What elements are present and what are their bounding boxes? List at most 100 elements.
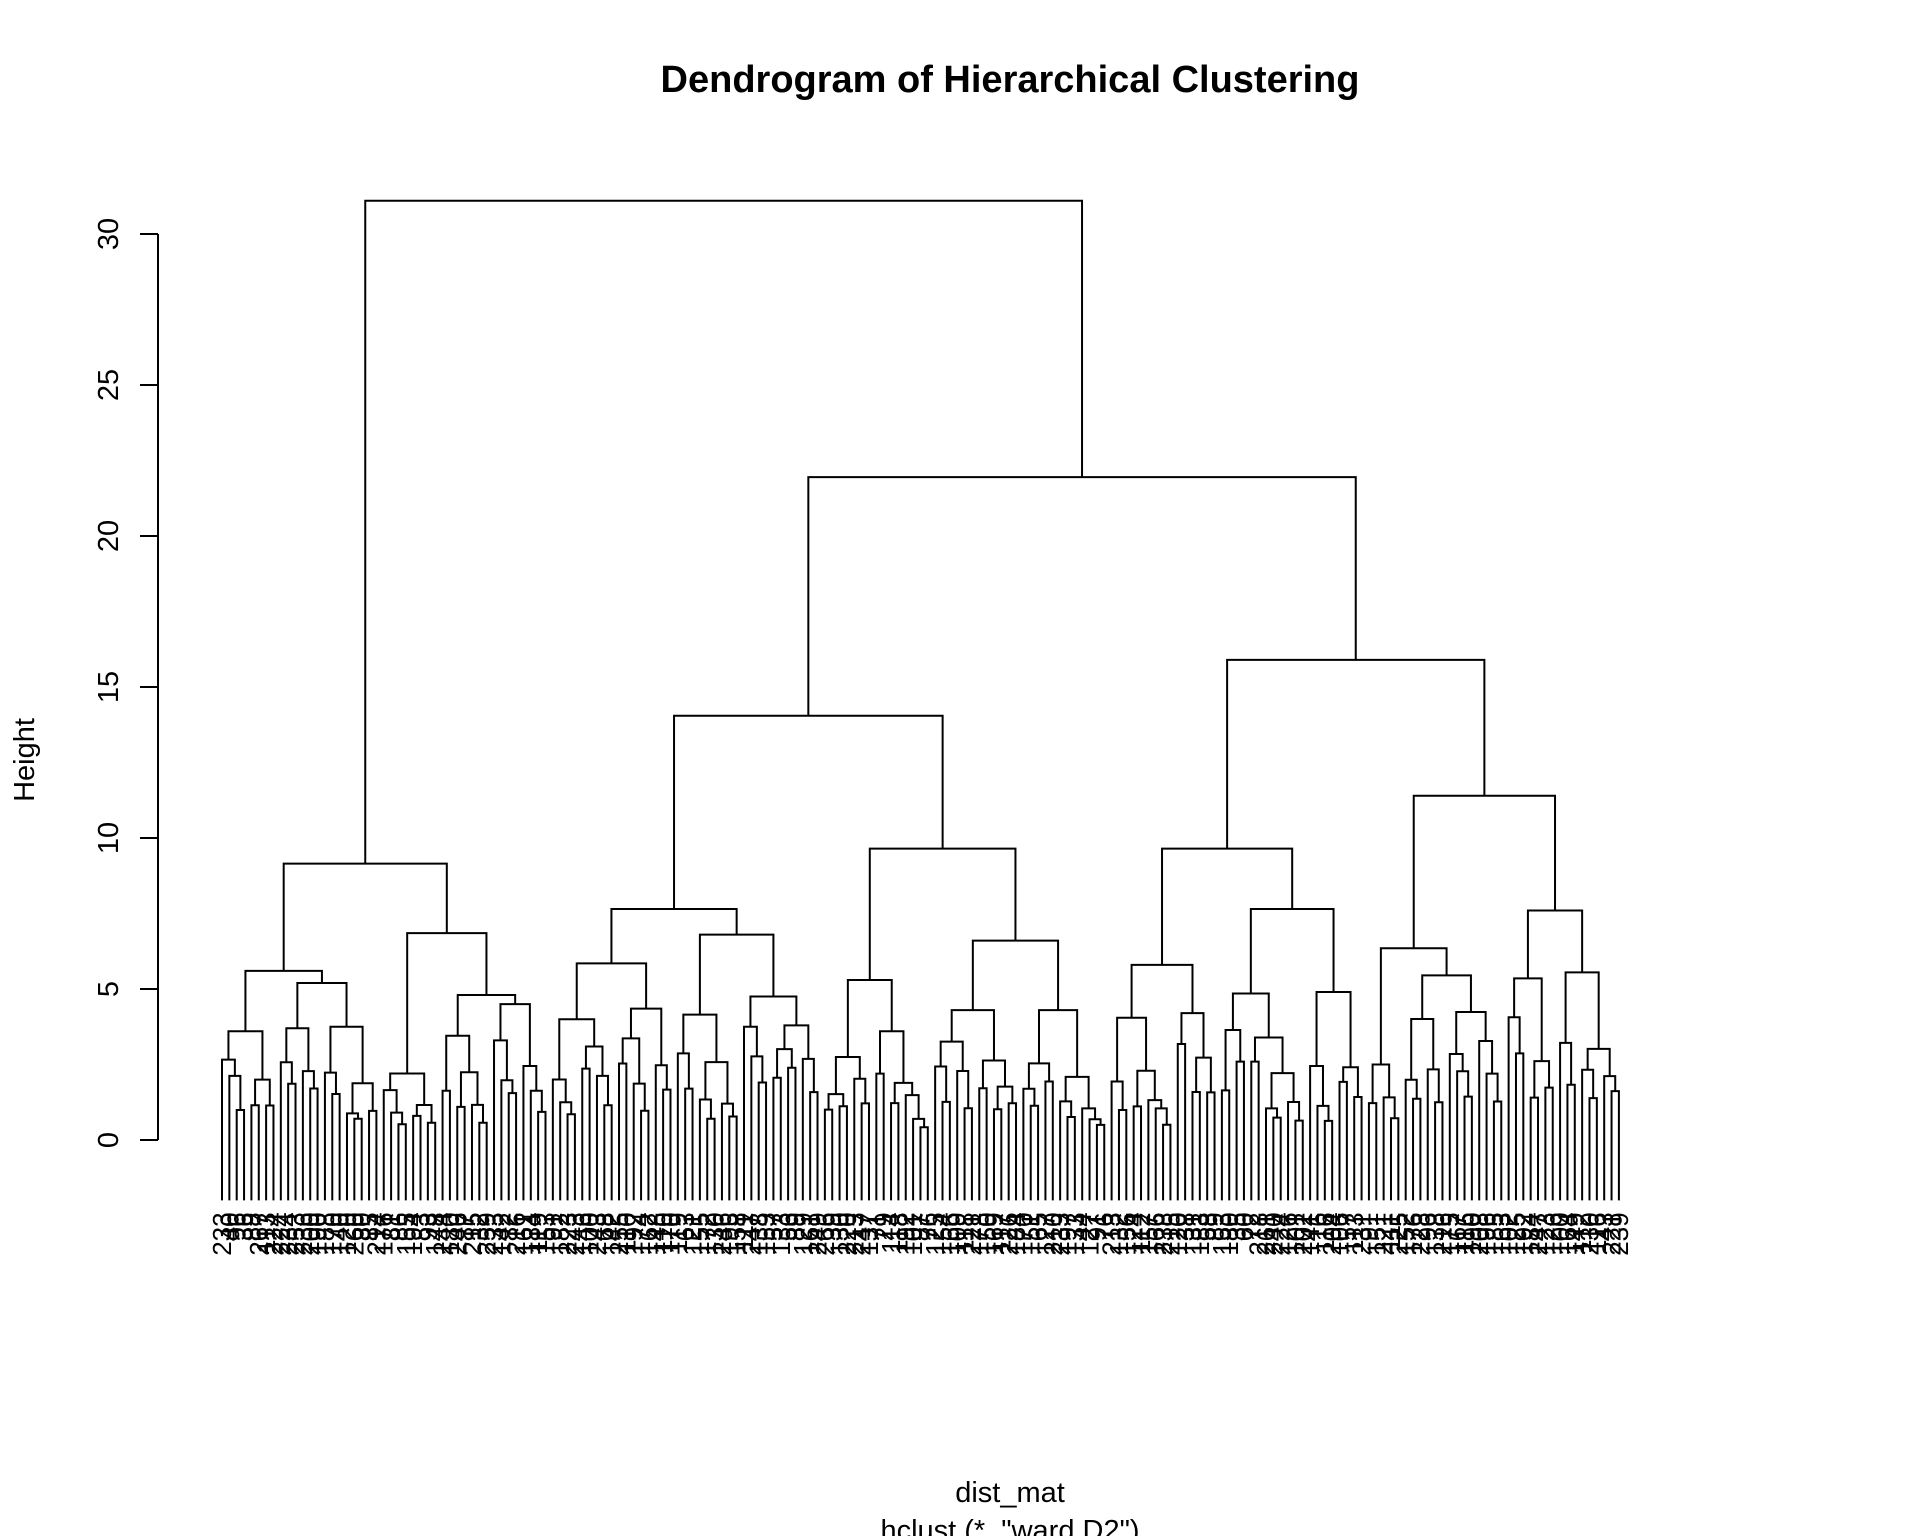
- dendrogram-link: [1528, 910, 1582, 978]
- dendrogram-link: [623, 1038, 640, 1083]
- dendrogram-link: [1112, 1081, 1123, 1200]
- dendrogram-link: [461, 1072, 478, 1107]
- dendrogram-link: [994, 1109, 1001, 1200]
- dendrogram-link: [759, 1083, 766, 1201]
- dendrogram-link: [391, 1113, 402, 1201]
- dendrogram-link: [500, 1004, 529, 1066]
- dendrogram-link: [1156, 1108, 1167, 1200]
- dendrogram-link: [1516, 1053, 1523, 1200]
- dendrogram-link: [288, 1084, 295, 1201]
- dendrogram-link: [1414, 796, 1555, 949]
- leaf-labels: 2334096368826711322422423425323620019018…: [207, 1212, 1634, 1255]
- dendrogram-link: [854, 1079, 865, 1201]
- dendrogram-link: [531, 1091, 542, 1201]
- dendrogram-link: [1097, 1125, 1104, 1201]
- dendrogram-link: [1272, 1073, 1294, 1108]
- dendrogram-link: [1227, 660, 1484, 849]
- y-tick-label: 0: [93, 1132, 125, 1148]
- dendrogram-link: [509, 1093, 516, 1200]
- dendrogram-link: [1251, 909, 1334, 994]
- dendrogram-link: [353, 1083, 373, 1113]
- dendrogram-link: [1531, 1098, 1538, 1201]
- dendrogram-link: [973, 941, 1058, 1010]
- dendrogram-link: [604, 1105, 611, 1200]
- dendrogram-link: [538, 1112, 545, 1200]
- dendrogram-link: [1317, 992, 1351, 1067]
- dendrogram-link: [501, 1080, 512, 1200]
- dendrogram-link: [284, 864, 447, 971]
- dendrogram-link: [1509, 1017, 1520, 1200]
- dendrogram-link: [479, 1123, 486, 1201]
- dendrogram-link: [829, 1094, 844, 1110]
- dendrogram-link: [428, 1123, 435, 1201]
- dendrogram-link: [443, 1091, 450, 1201]
- dendrogram-link: [784, 1025, 808, 1059]
- dendrogram-link: [656, 1065, 667, 1200]
- dendrogram-link: [619, 1063, 626, 1200]
- dendrogram-link: [325, 1073, 336, 1201]
- dendrogram-link: [457, 1107, 464, 1201]
- dendrogram-link: [365, 201, 1082, 864]
- dendrogram-link: [808, 477, 1355, 716]
- y-axis: 0 5 10 15 20 25 30: [93, 218, 158, 1148]
- dendrogram-link: [1545, 1088, 1552, 1201]
- dendrogram-link: [641, 1111, 648, 1201]
- dendrogram-link: [935, 1067, 946, 1201]
- dendrogram-link: [1031, 1106, 1038, 1201]
- dendrogram-link: [1117, 1018, 1146, 1082]
- dendrogram-link: [1090, 1119, 1101, 1200]
- dendrogram-link: [998, 1087, 1013, 1110]
- dendrogram-link: [237, 1110, 244, 1200]
- y-tick-label: 30: [93, 218, 125, 250]
- dendrogram-link: [286, 1028, 308, 1071]
- dendrogram-link: [1435, 1102, 1442, 1200]
- dendrogram-link: [788, 1068, 795, 1201]
- dendrogram-link: [848, 980, 892, 1057]
- dendrogram-link: [1288, 1102, 1299, 1200]
- dendrogram-link: [1251, 1062, 1258, 1201]
- dendrogram-link: [1207, 1092, 1214, 1200]
- dendrogram-link: [979, 1088, 986, 1200]
- dendrogram-link: [965, 1108, 972, 1200]
- dendrogram-link: [1067, 1117, 1074, 1200]
- dendrogram-link: [773, 1078, 780, 1201]
- y-tick-label: 15: [93, 671, 125, 703]
- y-tick-label: 25: [93, 369, 125, 401]
- dendrogram-link: [920, 1127, 927, 1200]
- dendrogram-link: [1039, 1010, 1077, 1077]
- dendrogram-link: [332, 1094, 339, 1200]
- y-tick-label: 5: [93, 981, 125, 997]
- dendrogram-link: [1192, 1092, 1199, 1200]
- dendrogram-link: [707, 1119, 714, 1201]
- dendrogram-link: [1066, 1077, 1089, 1109]
- dendrogram-link: [685, 1089, 692, 1201]
- y-tick-label: 10: [93, 822, 125, 854]
- dendrogram-link: [1612, 1091, 1619, 1200]
- dendrogram-link: [1604, 1076, 1615, 1200]
- y-tick-label: 20: [93, 520, 125, 552]
- dendrogram-link: [705, 1062, 727, 1103]
- dendrogram-link: [750, 997, 796, 1027]
- dendrogram-link: [446, 1036, 469, 1091]
- dendrogram-link: [1226, 1030, 1241, 1090]
- dendrogram-link: [810, 1092, 817, 1200]
- dendrogram-link: [582, 1069, 589, 1201]
- x-axis-label: dist_mat: [955, 1477, 1065, 1509]
- dendrogram-link: [1369, 1103, 1376, 1200]
- dendrogram-link: [825, 1110, 832, 1201]
- dendrogram-link: [611, 909, 736, 963]
- dendrogram-link: [700, 1099, 711, 1200]
- dendrogram-link: [674, 716, 943, 909]
- dendrogram-link: [303, 1071, 314, 1200]
- dendrogram-link: [1132, 965, 1193, 1018]
- dendrogram-link: [1588, 1049, 1610, 1076]
- y-axis-label: Height: [9, 718, 41, 802]
- dendrogram-link: [354, 1119, 361, 1201]
- dendrogram-link: [266, 1105, 273, 1200]
- dendrogram-link: [1413, 1099, 1420, 1201]
- dendrogram-link: [1354, 1097, 1361, 1200]
- dendrogram-link: [777, 1049, 792, 1078]
- dendrogram-link: [729, 1116, 736, 1200]
- dendrogram-link: [1514, 978, 1542, 1061]
